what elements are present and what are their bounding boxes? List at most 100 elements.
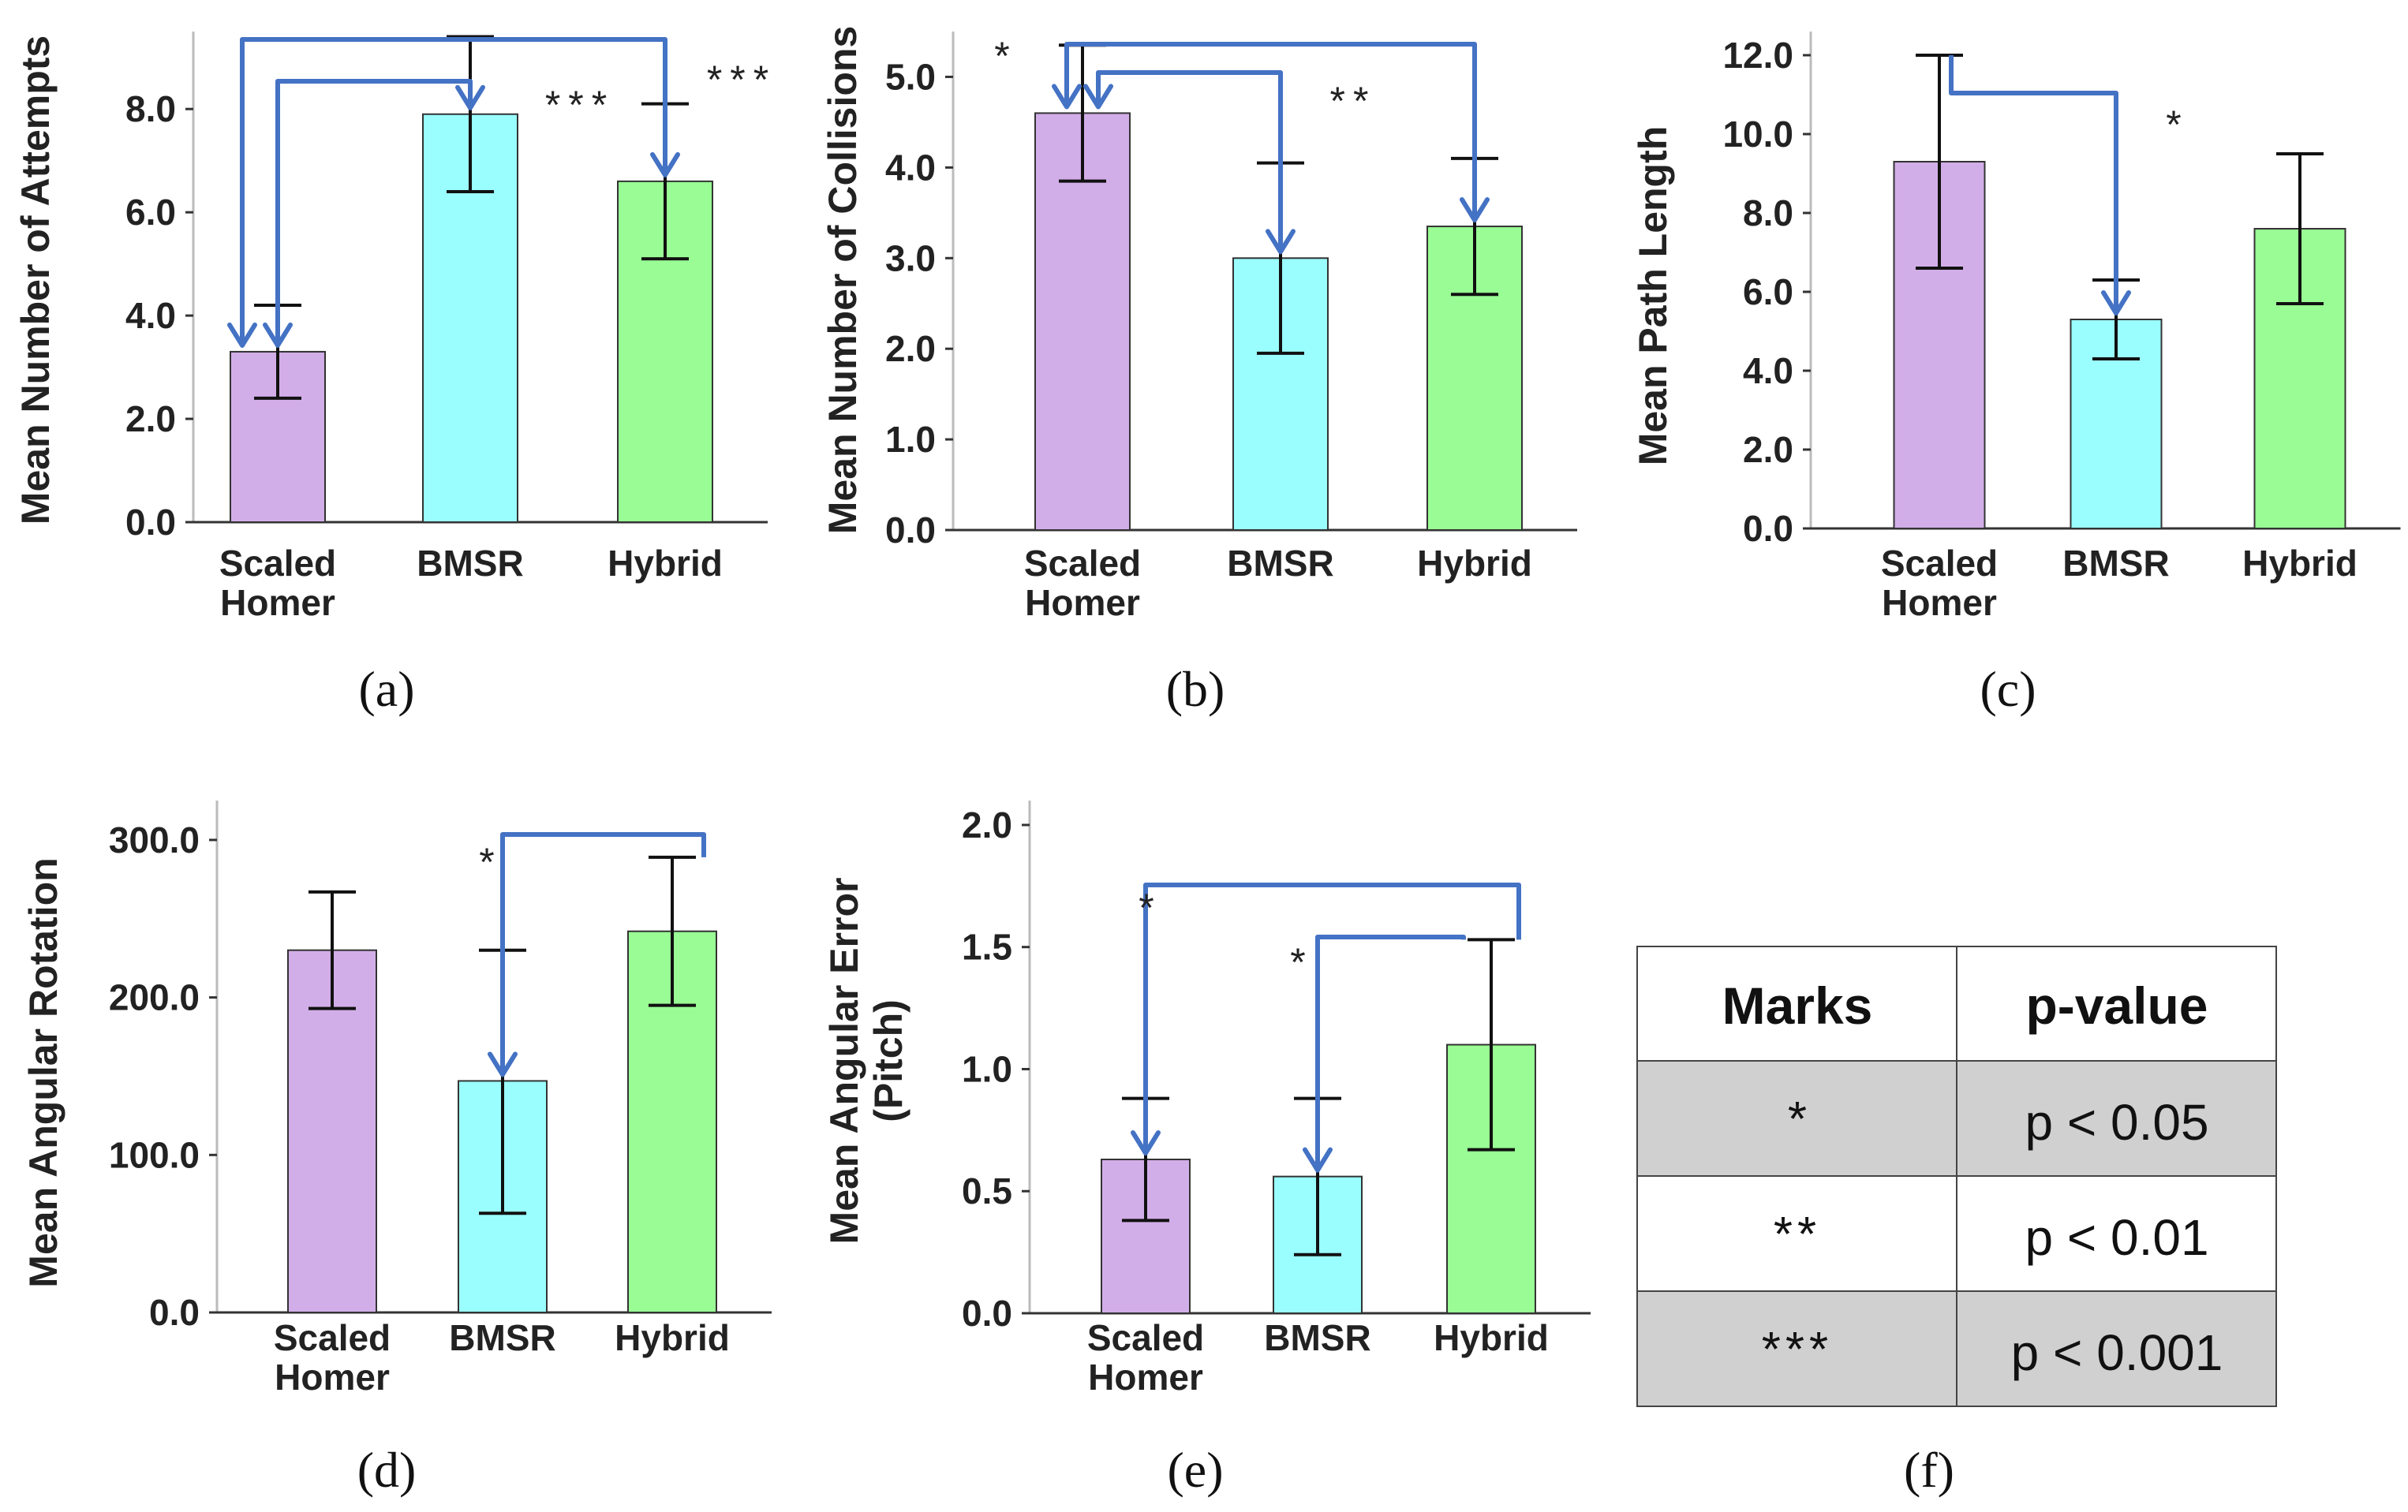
- category-label: Scaled Homer: [274, 1317, 391, 1398]
- category-label: Hybrid: [1434, 1317, 1549, 1358]
- panel-caption-e: (e): [1167, 1442, 1223, 1498]
- table-mark-1: *: [1788, 1092, 1807, 1147]
- chart-panel-d: 0.0 100.0 200.0 300.0 Mean Angular Rotation S…: [21, 801, 772, 1498]
- y-tick-label: 2.0: [125, 398, 176, 439]
- significance-bracket: [1315, 935, 1466, 1170]
- y-axis-title-line: Mean Number of Attempts: [13, 35, 58, 525]
- y-tick-label: 12.0: [1722, 35, 1793, 76]
- table-header-marks: Marks: [1722, 976, 1873, 1035]
- significance-mark: *: [994, 34, 1017, 78]
- significance-bracket: [1096, 70, 1283, 252]
- category-label: Scaled Homer: [1881, 543, 1998, 623]
- significance-mark: *: [1139, 886, 1161, 930]
- y-tick-label: 6.0: [1743, 271, 1793, 312]
- category-label-line: Scaled: [1881, 543, 1998, 584]
- y-tick-label: 0.0: [885, 510, 936, 551]
- category-label: Scaled Homer: [1087, 1317, 1204, 1398]
- category-label-line: BMSR: [2062, 543, 2169, 584]
- category-label: BMSR: [1227, 543, 1333, 584]
- arrowhead: [227, 322, 257, 348]
- y-tick-label: 1.0: [962, 1048, 1012, 1089]
- y-tick-label: 3.0: [885, 237, 936, 278]
- significance-bracket: [1064, 42, 1477, 221]
- y-tick-label: 4.0: [1743, 350, 1793, 391]
- arrowhead: [1460, 197, 1490, 223]
- y-axis-title: Mean Path Length: [1631, 126, 1675, 466]
- significance-bracket: [240, 37, 667, 345]
- chart-panel-c: 0.0 2.0 4.0 6.0 8.0 10.0 12.0 Mean Path Length S…: [1631, 32, 2401, 717]
- y-tick-label: 4.0: [125, 295, 176, 336]
- y-axis-title-line: Mean Angular Rotation: [21, 857, 65, 1287]
- arrowhead: [1266, 229, 1296, 255]
- charts-layer: 0.0 2.0 4.0 6.0 8.0 Mean Number of Attempts Sc…: [13, 26, 2401, 1498]
- arrowhead: [455, 84, 485, 110]
- category-label-line: Homer: [1025, 582, 1140, 623]
- y-tick-label: 0.0: [125, 502, 176, 543]
- panel-caption-f: (f): [1904, 1442, 1954, 1498]
- y-tick-label: 1.5: [962, 927, 1012, 968]
- category-label: BMSR: [449, 1317, 555, 1358]
- arrowhead: [1052, 84, 1082, 110]
- category-label-line: BMSR: [1264, 1317, 1370, 1358]
- panel-caption-b: (b): [1166, 661, 1225, 717]
- category-label-line: Scaled: [274, 1317, 391, 1358]
- y-tick-label: 0.0: [149, 1292, 200, 1333]
- category-label: Hybrid: [608, 543, 723, 584]
- table-pvalue-3: p < 0.001: [2011, 1324, 2223, 1381]
- y-axis-title-line: (Pitch): [866, 999, 910, 1122]
- category-label: Hybrid: [2242, 543, 2358, 584]
- y-axis-title: Mean Angular Rotation: [21, 857, 65, 1287]
- category-label: Scaled Homer: [1024, 543, 1141, 623]
- category-label-line: BMSR: [449, 1317, 555, 1358]
- y-tick-label: 8.0: [1743, 192, 1793, 233]
- significance-bracket: [500, 832, 706, 1075]
- table-mark-2: **: [1774, 1208, 1821, 1262]
- table-pvalue-2: p < 0.01: [2025, 1209, 2208, 1266]
- category-label-line: Scaled: [219, 543, 336, 584]
- table-mark-3: ***: [1762, 1323, 1833, 1377]
- arrowhead: [1131, 1130, 1161, 1155]
- category-label-line: Hybrid: [1417, 543, 1532, 584]
- category-label: Scaled Homer: [219, 543, 336, 623]
- significance-mark: *: [2166, 103, 2189, 147]
- significance-mark: **: [1330, 79, 1377, 123]
- y-tick-label: 4.0: [885, 147, 936, 188]
- arrowhead: [1083, 84, 1113, 110]
- y-tick-label: 6.0: [125, 192, 176, 233]
- y-tick-label: 0.5: [962, 1170, 1012, 1211]
- category-label-line: Homer: [1882, 582, 1997, 623]
- y-axis-title: Mean Number of Collisions: [821, 26, 865, 535]
- bar-scaled-homer: [287, 949, 377, 1313]
- panel-caption-d: (d): [357, 1442, 417, 1498]
- significance-mark: *: [1290, 940, 1313, 984]
- significance-mark: ***: [545, 83, 615, 127]
- category-label-line: Scaled: [1087, 1317, 1204, 1358]
- category-label-line: Scaled: [1024, 543, 1141, 584]
- panel-caption-c: (c): [1980, 661, 2036, 717]
- y-axis-title-line: Mean Number of Collisions: [821, 26, 865, 535]
- arrowhead: [1303, 1147, 1333, 1173]
- chart-panel-b: 0.0 1.0 2.0 3.0 4.0 5.0 Mean Number of Collisi…: [821, 26, 1577, 717]
- y-tick-label: 2.0: [1743, 429, 1793, 470]
- arrowhead: [2101, 290, 2131, 315]
- category-label-line: Hybrid: [1434, 1317, 1549, 1358]
- y-axis-title: Mean Number of Attempts: [13, 35, 58, 525]
- chart-panel-a: 0.0 2.0 4.0 6.0 8.0 Mean Number of Attempts Sc…: [13, 32, 768, 717]
- y-tick-label: 8.0: [125, 88, 176, 129]
- y-tick-label: 2.0: [885, 328, 936, 369]
- category-label-line: Homer: [220, 582, 335, 623]
- category-label-line: Hybrid: [608, 543, 723, 584]
- arrowhead: [650, 151, 680, 177]
- y-tick-label: 100.0: [109, 1134, 200, 1175]
- category-label: Hybrid: [1417, 543, 1532, 584]
- significance-legend-table: Marks p-value * p < 0.05 ** p < 0.01 ***…: [1636, 946, 2277, 1498]
- category-label: BMSR: [417, 543, 523, 584]
- arrowhead: [488, 1051, 518, 1077]
- category-label-line: BMSR: [1227, 543, 1333, 584]
- category-label-line: Hybrid: [615, 1317, 730, 1358]
- panel-caption-a: (a): [358, 661, 414, 717]
- significance-bracket: [1143, 883, 1521, 1153]
- category-label: BMSR: [1264, 1317, 1370, 1358]
- category-label-line: BMSR: [417, 543, 523, 584]
- y-tick-label: 0.0: [962, 1293, 1012, 1334]
